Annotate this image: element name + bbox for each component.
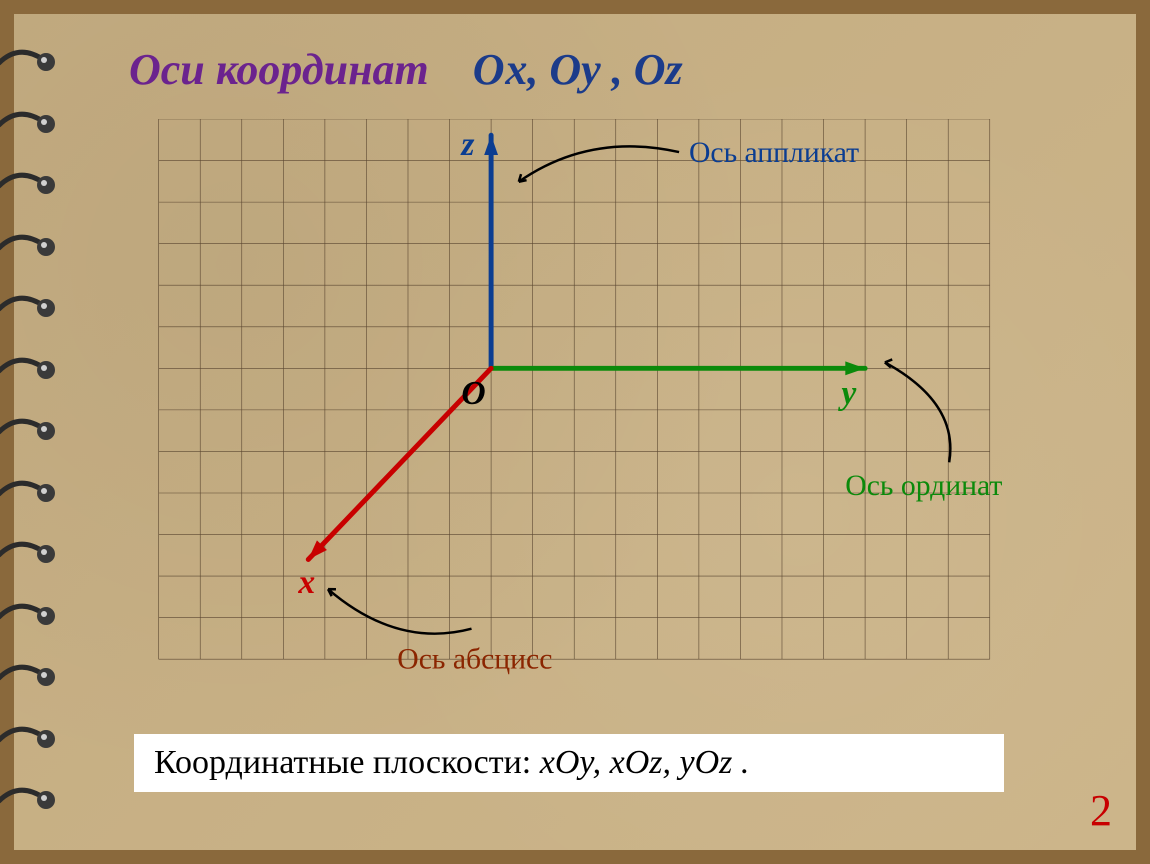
annotation-arrow-y [885, 359, 950, 462]
page-number: 2 [1090, 785, 1112, 836]
slide-page: Оси координат Ох, Оy , Оz z y x О Ось апплик… [0, 0, 1150, 864]
axis-label-x: x [297, 564, 315, 601]
annotation-arrow-z [519, 146, 679, 181]
caption-box: Координатные плоскости: xOy, xOz, yOz . [134, 734, 1004, 792]
axis-label-y: y [837, 375, 857, 412]
caption-prefix: Координатные плоскости: [154, 744, 540, 781]
coordinate-diagram: z y x О Ось аппликат Ось ординат Ось абсцисс [154, 119, 1034, 679]
title-text-1: Оси координат [129, 45, 429, 94]
diagram-svg: z y x О Ось аппликат Ось ординат Ось абсцисс [154, 119, 1034, 679]
annotation-arrow-x [328, 589, 471, 634]
axis-z [484, 135, 498, 368]
title-text-2: Ох, Оy , Оz [473, 45, 683, 94]
caption-planes: xOy, xOz, yOz . [540, 744, 750, 781]
axis-label-z: z [460, 126, 474, 163]
axis-name-z: Ось аппликат [689, 137, 859, 169]
origin-label: О [461, 375, 485, 412]
slide-title: Оси координат Ох, Оy , Оz [129, 44, 683, 95]
axis-name-x: Ось абсцисс [397, 643, 552, 675]
axis-y [491, 361, 865, 375]
axis-name-y: Ось ординат [845, 470, 1002, 502]
grid [159, 119, 990, 659]
